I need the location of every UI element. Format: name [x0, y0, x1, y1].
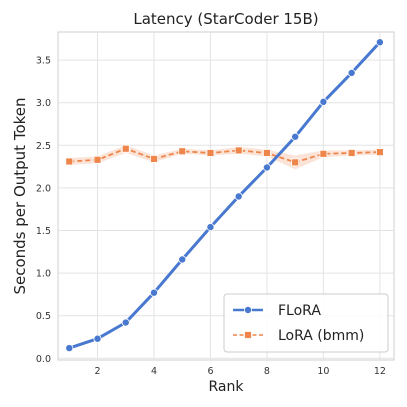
lora-point	[263, 149, 271, 157]
x-tick-label: 10	[317, 366, 329, 377]
flora-point	[347, 68, 356, 77]
x-tick-labels: 2 4 6 8 10 12	[95, 366, 386, 377]
lora-point	[93, 155, 102, 164]
lora-series-line	[69, 147, 380, 164]
flora-point	[65, 344, 74, 353]
flora-point	[178, 255, 187, 264]
x-tick-label: 12	[374, 366, 386, 377]
lora-confidence-band	[69, 145, 380, 170]
flora-point	[206, 223, 215, 232]
flora-series-line	[68, 41, 382, 350]
flora-point	[375, 38, 384, 47]
lora-point	[150, 155, 158, 163]
y-tick-label: 2.0	[36, 183, 51, 194]
y-tick-label: 0.0	[36, 354, 51, 365]
legend-label-lora: LoRA (bmm)	[278, 328, 364, 344]
y-tick-label: 1.0	[36, 269, 51, 280]
flora-point	[93, 334, 102, 343]
x-tick-label: 6	[207, 366, 213, 377]
legend: FLoRA LoRA (bmm)	[223, 293, 389, 353]
lora-point	[347, 149, 356, 157]
series-layer	[65, 38, 384, 353]
lora-point	[121, 144, 130, 153]
legend-marker-lora	[244, 331, 252, 339]
lora-point	[319, 149, 328, 158]
y-tick-labels: 0.0 0.5 1.0 1.5 2.0 2.5 3.0 3.5	[36, 56, 51, 365]
x-tick-label: 8	[264, 366, 270, 377]
y-tick-label: 0.5	[36, 311, 51, 322]
flora-point	[149, 288, 158, 297]
y-tick-label: 3.0	[36, 98, 51, 109]
y-axis-label: Seconds per Output Token	[11, 97, 29, 294]
flora-point	[121, 318, 130, 327]
legend-label-flora: FLoRA	[278, 303, 321, 319]
y-tick-label: 3.5	[36, 56, 51, 67]
lora-point	[234, 146, 243, 155]
grid-lines	[58, 32, 394, 360]
flora-point	[291, 132, 300, 141]
lora-point	[291, 158, 300, 167]
x-axis-label: Rank	[209, 379, 245, 395]
lora-point	[178, 147, 187, 156]
x-tick-label: 4	[151, 366, 157, 377]
flora-point	[319, 97, 328, 106]
legend-marker-flora	[243, 305, 252, 314]
flora-point	[262, 163, 271, 172]
lora-point	[375, 148, 384, 157]
legend-box	[223, 293, 389, 353]
y-tick-label: 1.5	[36, 226, 51, 237]
lora-point	[65, 157, 74, 166]
flora-point	[234, 192, 243, 201]
x-tick-label: 2	[95, 366, 101, 377]
chart-title: Latency (StarCoder 15B)	[133, 10, 318, 28]
lora-point	[206, 149, 215, 157]
y-tick-label: 2.5	[36, 141, 51, 152]
